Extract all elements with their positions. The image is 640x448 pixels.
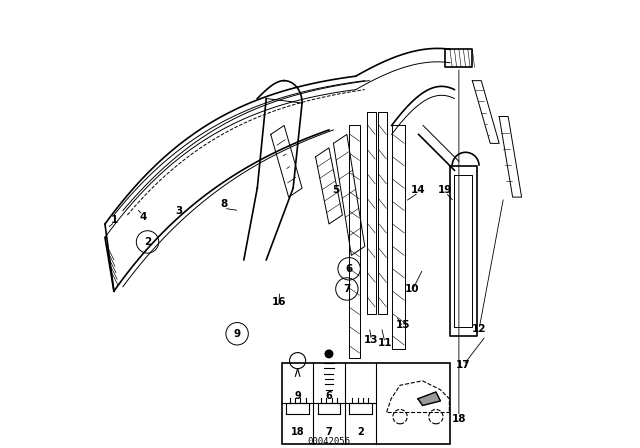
- Text: 11: 11: [378, 338, 392, 348]
- Text: 15: 15: [396, 320, 410, 330]
- Text: 5: 5: [332, 185, 339, 195]
- Text: 18: 18: [291, 427, 305, 437]
- Text: 00042056: 00042056: [307, 437, 351, 446]
- Text: 7: 7: [343, 284, 351, 294]
- Text: 10: 10: [404, 284, 419, 294]
- Text: 8: 8: [220, 199, 227, 209]
- Text: 6: 6: [346, 264, 353, 274]
- Text: 19: 19: [438, 185, 452, 195]
- Text: 14: 14: [412, 185, 426, 195]
- Text: 4: 4: [140, 212, 147, 222]
- Text: 13: 13: [364, 336, 379, 345]
- Text: 16: 16: [271, 297, 286, 307]
- Text: 9: 9: [294, 392, 301, 401]
- Text: 9: 9: [234, 329, 241, 339]
- Text: 18: 18: [452, 414, 466, 424]
- Text: 12: 12: [472, 324, 486, 334]
- Text: 2: 2: [357, 427, 364, 437]
- Text: 1: 1: [111, 215, 118, 224]
- Text: 3: 3: [175, 206, 182, 215]
- Text: 6: 6: [326, 392, 332, 401]
- Text: 17: 17: [456, 360, 470, 370]
- Text: 2: 2: [144, 237, 151, 247]
- Circle shape: [324, 349, 333, 358]
- Text: 7: 7: [326, 427, 332, 437]
- Polygon shape: [418, 392, 440, 405]
- Bar: [282, 363, 450, 444]
